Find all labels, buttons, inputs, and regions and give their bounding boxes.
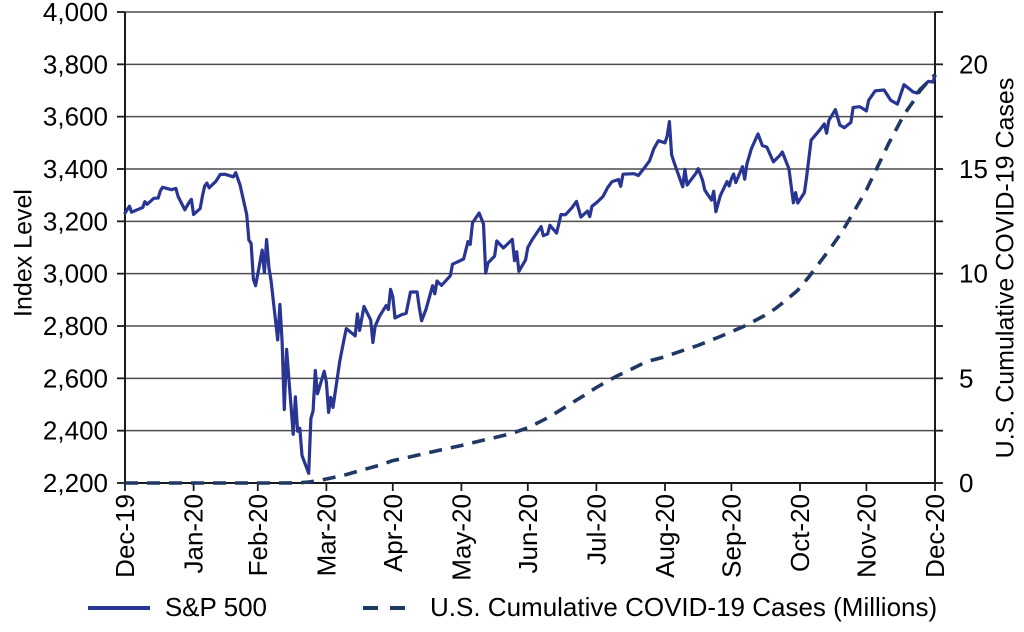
x-axis-tick-label: Mar-20	[311, 494, 341, 576]
x-axis-tick-label: Jul-20	[581, 494, 611, 565]
covid-series-line	[125, 73, 937, 485]
sp500-series-line	[123, 74, 937, 475]
left-axis-tick-label: 3,000	[43, 259, 108, 289]
left-axis-tick-label: 3,400	[43, 154, 108, 184]
legend-item-sp500: S&P 500	[87, 592, 267, 623]
x-axis-tick-label: Feb-20	[243, 494, 273, 576]
right-axis-tick-label: 20	[959, 49, 988, 79]
x-axis-tick-label: Oct-20	[785, 494, 815, 572]
left-axis-tick-label: 3,800	[43, 49, 108, 79]
x-axis-tick-label: Jun-20	[513, 494, 543, 574]
legend-item-covid: U.S. Cumulative COVID-19 Cases (Millions…	[362, 592, 937, 623]
right-axis-tick-label: 0	[959, 468, 973, 498]
left-axis-tick-label: 2,600	[43, 363, 108, 393]
x-axis-tick-label: Aug-20	[650, 494, 680, 578]
x-axis-tick-label: Sep-20	[716, 494, 746, 578]
left-axis-tick-label: 2,400	[43, 416, 108, 446]
sp500-legend-swatch	[87, 605, 150, 610]
legend-label-covid: U.S. Cumulative COVID-19 Cases (Millions…	[430, 592, 938, 622]
left-axis-tick-label: 3,200	[43, 206, 108, 236]
legend-label-sp500: S&P 500	[164, 592, 268, 622]
x-axis-tick-label: Apr-20	[378, 494, 408, 572]
right-axis-title: U.S. Cumulative COVID-19 Cases	[991, 77, 1020, 459]
left-axis-tick-label: 2,800	[43, 311, 108, 341]
covid-legend-swatch	[363, 605, 416, 610]
right-axis-tick-label: 5	[959, 363, 973, 393]
left-axis-tick-label: 4,000	[43, 0, 108, 27]
x-axis-tick-label: Jan-20	[179, 494, 209, 574]
x-axis-tick-label: Dec-19	[110, 494, 140, 578]
right-axis-tick-label: 10	[959, 259, 988, 289]
x-axis-tick-label: Dec-20	[920, 494, 950, 578]
left-axis-tick-label: 2,200	[43, 468, 108, 498]
x-axis-tick-label: Nov-20	[851, 494, 881, 578]
legend: S&P 500 U.S. Cumulative COVID-19 Cases (…	[0, 592, 1024, 623]
left-axis-tick-label: 3,600	[43, 102, 108, 132]
left-axis-title: Index Level	[9, 189, 38, 317]
right-axis-tick-label: 15	[959, 154, 988, 184]
x-axis-tick-label: May-20	[446, 494, 476, 581]
